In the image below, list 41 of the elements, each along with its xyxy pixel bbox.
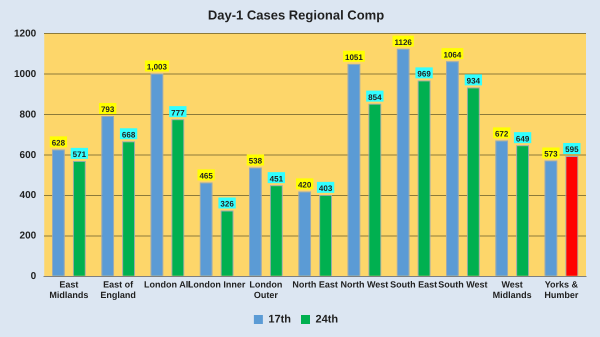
data-label: 668	[122, 130, 136, 140]
data-label: 1064	[444, 50, 462, 60]
data-label: 1126	[394, 38, 412, 47]
data-label: 777	[171, 108, 186, 118]
y-tick-label: 1200	[14, 28, 37, 40]
legend-label: 24th	[316, 314, 338, 326]
y-tick-label: 1000	[14, 68, 37, 80]
data-label: 649	[516, 134, 530, 144]
x-tick-label: East of England	[100, 279, 136, 300]
y-tick-label: 200	[20, 230, 37, 242]
data-label: 672	[494, 130, 509, 139]
y-tick-label: 0	[30, 271, 37, 282]
x-tick-label: North East	[292, 279, 338, 290]
data-label: 451	[270, 174, 284, 184]
data-label: 969	[417, 70, 432, 79]
data-label: 1051	[345, 52, 364, 62]
legend-label: 17th	[268, 314, 292, 326]
data-label: 934	[466, 76, 481, 86]
y-tick-label: 400	[20, 190, 37, 202]
data-label: 628	[52, 138, 66, 148]
x-tick-label: West Midlands	[492, 279, 532, 300]
data-label: 595	[565, 145, 580, 154]
data-label: 538	[248, 156, 263, 166]
x-tick-label: South East	[390, 279, 438, 290]
x-tick-label: South West	[438, 279, 488, 290]
x-tick-label: East Midlands	[49, 279, 88, 300]
data-label: 403	[318, 184, 333, 194]
y-tick-label: 600	[20, 150, 37, 161]
y-tick-label: 800	[20, 109, 37, 120]
data-label: 1,003	[146, 62, 168, 72]
data-label: 326	[220, 200, 234, 209]
data-label: 465	[199, 172, 214, 181]
x-tick-label: North West	[340, 279, 388, 290]
data-label: 854	[368, 92, 382, 102]
data-label: 571	[72, 150, 87, 160]
data-label: 573	[544, 150, 558, 159]
data-label: 793	[100, 105, 115, 114]
x-tick-label: Yorks & Humber	[544, 279, 579, 300]
chart-title: Day-1 Cases Regional Comp	[208, 7, 384, 22]
data-label: 420	[298, 180, 312, 190]
x-tick-label: London Outer	[249, 279, 282, 300]
